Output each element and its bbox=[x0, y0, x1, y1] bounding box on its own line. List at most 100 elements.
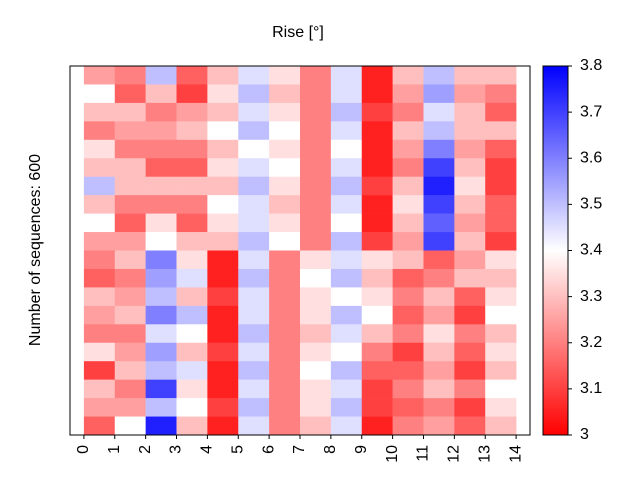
heatmap-cell bbox=[361, 158, 393, 177]
heatmap-cell bbox=[114, 84, 146, 104]
heatmap-cell bbox=[145, 195, 177, 214]
heatmap-cell bbox=[423, 324, 455, 344]
heatmap-cell bbox=[330, 139, 363, 159]
heatmap-cell bbox=[392, 139, 424, 159]
heatmap-cell bbox=[238, 84, 270, 104]
heatmap-cell bbox=[423, 342, 455, 362]
x-tick-label: 8 bbox=[322, 445, 339, 454]
colorbar-tick-label: 3.2 bbox=[580, 334, 602, 351]
heatmap-cell bbox=[423, 176, 455, 196]
x-tick-label: 13 bbox=[476, 445, 493, 463]
heatmap-cell bbox=[485, 342, 517, 362]
heatmap-cell bbox=[207, 287, 239, 307]
heatmap-cell bbox=[145, 158, 177, 177]
heatmap-cell bbox=[207, 268, 239, 288]
heatmap-cell bbox=[423, 213, 455, 233]
heatmap-cell bbox=[83, 232, 116, 251]
heatmap-cell bbox=[238, 158, 270, 177]
heatmap-cell bbox=[392, 66, 424, 85]
heatmap-cell bbox=[392, 287, 424, 307]
heatmap-cell bbox=[145, 250, 177, 270]
heatmap-cell bbox=[361, 84, 393, 104]
heatmap-cell bbox=[485, 324, 517, 344]
heatmap-cell bbox=[176, 342, 208, 362]
heatmap-cell bbox=[145, 287, 177, 307]
heatmap-cell bbox=[454, 379, 486, 399]
colorbar-tick-label: 3.8 bbox=[580, 57, 602, 74]
heatmap-cell bbox=[330, 416, 363, 436]
heatmap-cell bbox=[300, 84, 332, 104]
heatmap-cell bbox=[330, 232, 363, 251]
heatmap-cell bbox=[145, 305, 177, 325]
heatmap-cell bbox=[300, 361, 332, 380]
heatmap-cell bbox=[485, 121, 517, 141]
heatmap-cell bbox=[300, 287, 332, 307]
heatmap-cell bbox=[392, 213, 424, 233]
heatmap-cell bbox=[392, 342, 424, 362]
heatmap-cell bbox=[83, 342, 116, 362]
heatmap-cell bbox=[392, 398, 424, 417]
heatmap-cell bbox=[145, 84, 177, 104]
heatmap-cell bbox=[83, 379, 116, 399]
heatmap-cell bbox=[176, 361, 208, 380]
heatmap-cell bbox=[300, 195, 332, 214]
heatmap-cell bbox=[114, 398, 146, 417]
heatmap-cell bbox=[114, 342, 146, 362]
heatmap-cell bbox=[300, 268, 332, 288]
heatmap-cell bbox=[423, 379, 455, 399]
heatmap-cell bbox=[207, 232, 239, 251]
heatmap-cell bbox=[330, 84, 363, 104]
heatmap-cell bbox=[114, 66, 146, 85]
heatmap-cell bbox=[485, 195, 517, 214]
heatmap-cell bbox=[485, 102, 517, 122]
x-tick-label: 14 bbox=[507, 445, 524, 463]
heatmap-cell bbox=[423, 139, 455, 159]
heatmap-cell bbox=[361, 250, 393, 270]
heatmap-cell bbox=[300, 342, 332, 362]
heatmap-cell bbox=[114, 305, 146, 325]
heatmap-cell bbox=[145, 361, 177, 380]
heatmap-cell bbox=[269, 102, 301, 122]
heatmap-cell bbox=[300, 139, 332, 159]
x-tick-label: 3 bbox=[168, 445, 185, 454]
heatmap-cell bbox=[176, 121, 208, 141]
heatmap-cell bbox=[454, 287, 486, 307]
heatmap-cell bbox=[485, 250, 517, 270]
heatmap-cell bbox=[83, 66, 116, 85]
heatmap-cell bbox=[238, 102, 270, 122]
heatmap-cell bbox=[423, 416, 455, 436]
chart-title: Rise [°] bbox=[272, 24, 324, 41]
heatmap-cell bbox=[454, 102, 486, 122]
heatmap-cell bbox=[83, 250, 116, 270]
heatmap-cell bbox=[454, 305, 486, 325]
y-axis-label: Number of sequences: 600 bbox=[27, 154, 44, 346]
heatmap-cell bbox=[145, 102, 177, 122]
heatmap-cell bbox=[361, 324, 393, 344]
colorbar-tick-label: 3.6 bbox=[580, 149, 602, 166]
heatmap-cell bbox=[269, 416, 301, 436]
heatmap-cell bbox=[269, 268, 301, 288]
heatmap-cell bbox=[238, 379, 270, 399]
heatmap-cell bbox=[485, 232, 517, 251]
heatmap-cell bbox=[238, 268, 270, 288]
heatmap-cell bbox=[330, 379, 363, 399]
heatmap-cell bbox=[145, 398, 177, 417]
heatmap-cell bbox=[485, 361, 517, 380]
heatmap-cell bbox=[145, 176, 177, 196]
heatmap-cell bbox=[269, 195, 301, 214]
heatmap-cell bbox=[485, 176, 517, 196]
heatmap-cell bbox=[423, 268, 455, 288]
heatmap-cell bbox=[269, 250, 301, 270]
heatmap-cell bbox=[145, 379, 177, 399]
heatmap-cell bbox=[392, 176, 424, 196]
heatmap-cell bbox=[207, 342, 239, 362]
heatmap-cell bbox=[330, 158, 363, 177]
x-tick-label: 5 bbox=[229, 445, 246, 454]
heatmap-cell bbox=[269, 324, 301, 344]
colorbar-tick-label: 3.3 bbox=[580, 288, 602, 305]
heatmap-cell bbox=[423, 250, 455, 270]
heatmap-cell bbox=[485, 287, 517, 307]
heatmap-cell bbox=[423, 102, 455, 122]
heatmap-cell bbox=[114, 361, 146, 380]
heatmap-cell bbox=[176, 324, 208, 344]
